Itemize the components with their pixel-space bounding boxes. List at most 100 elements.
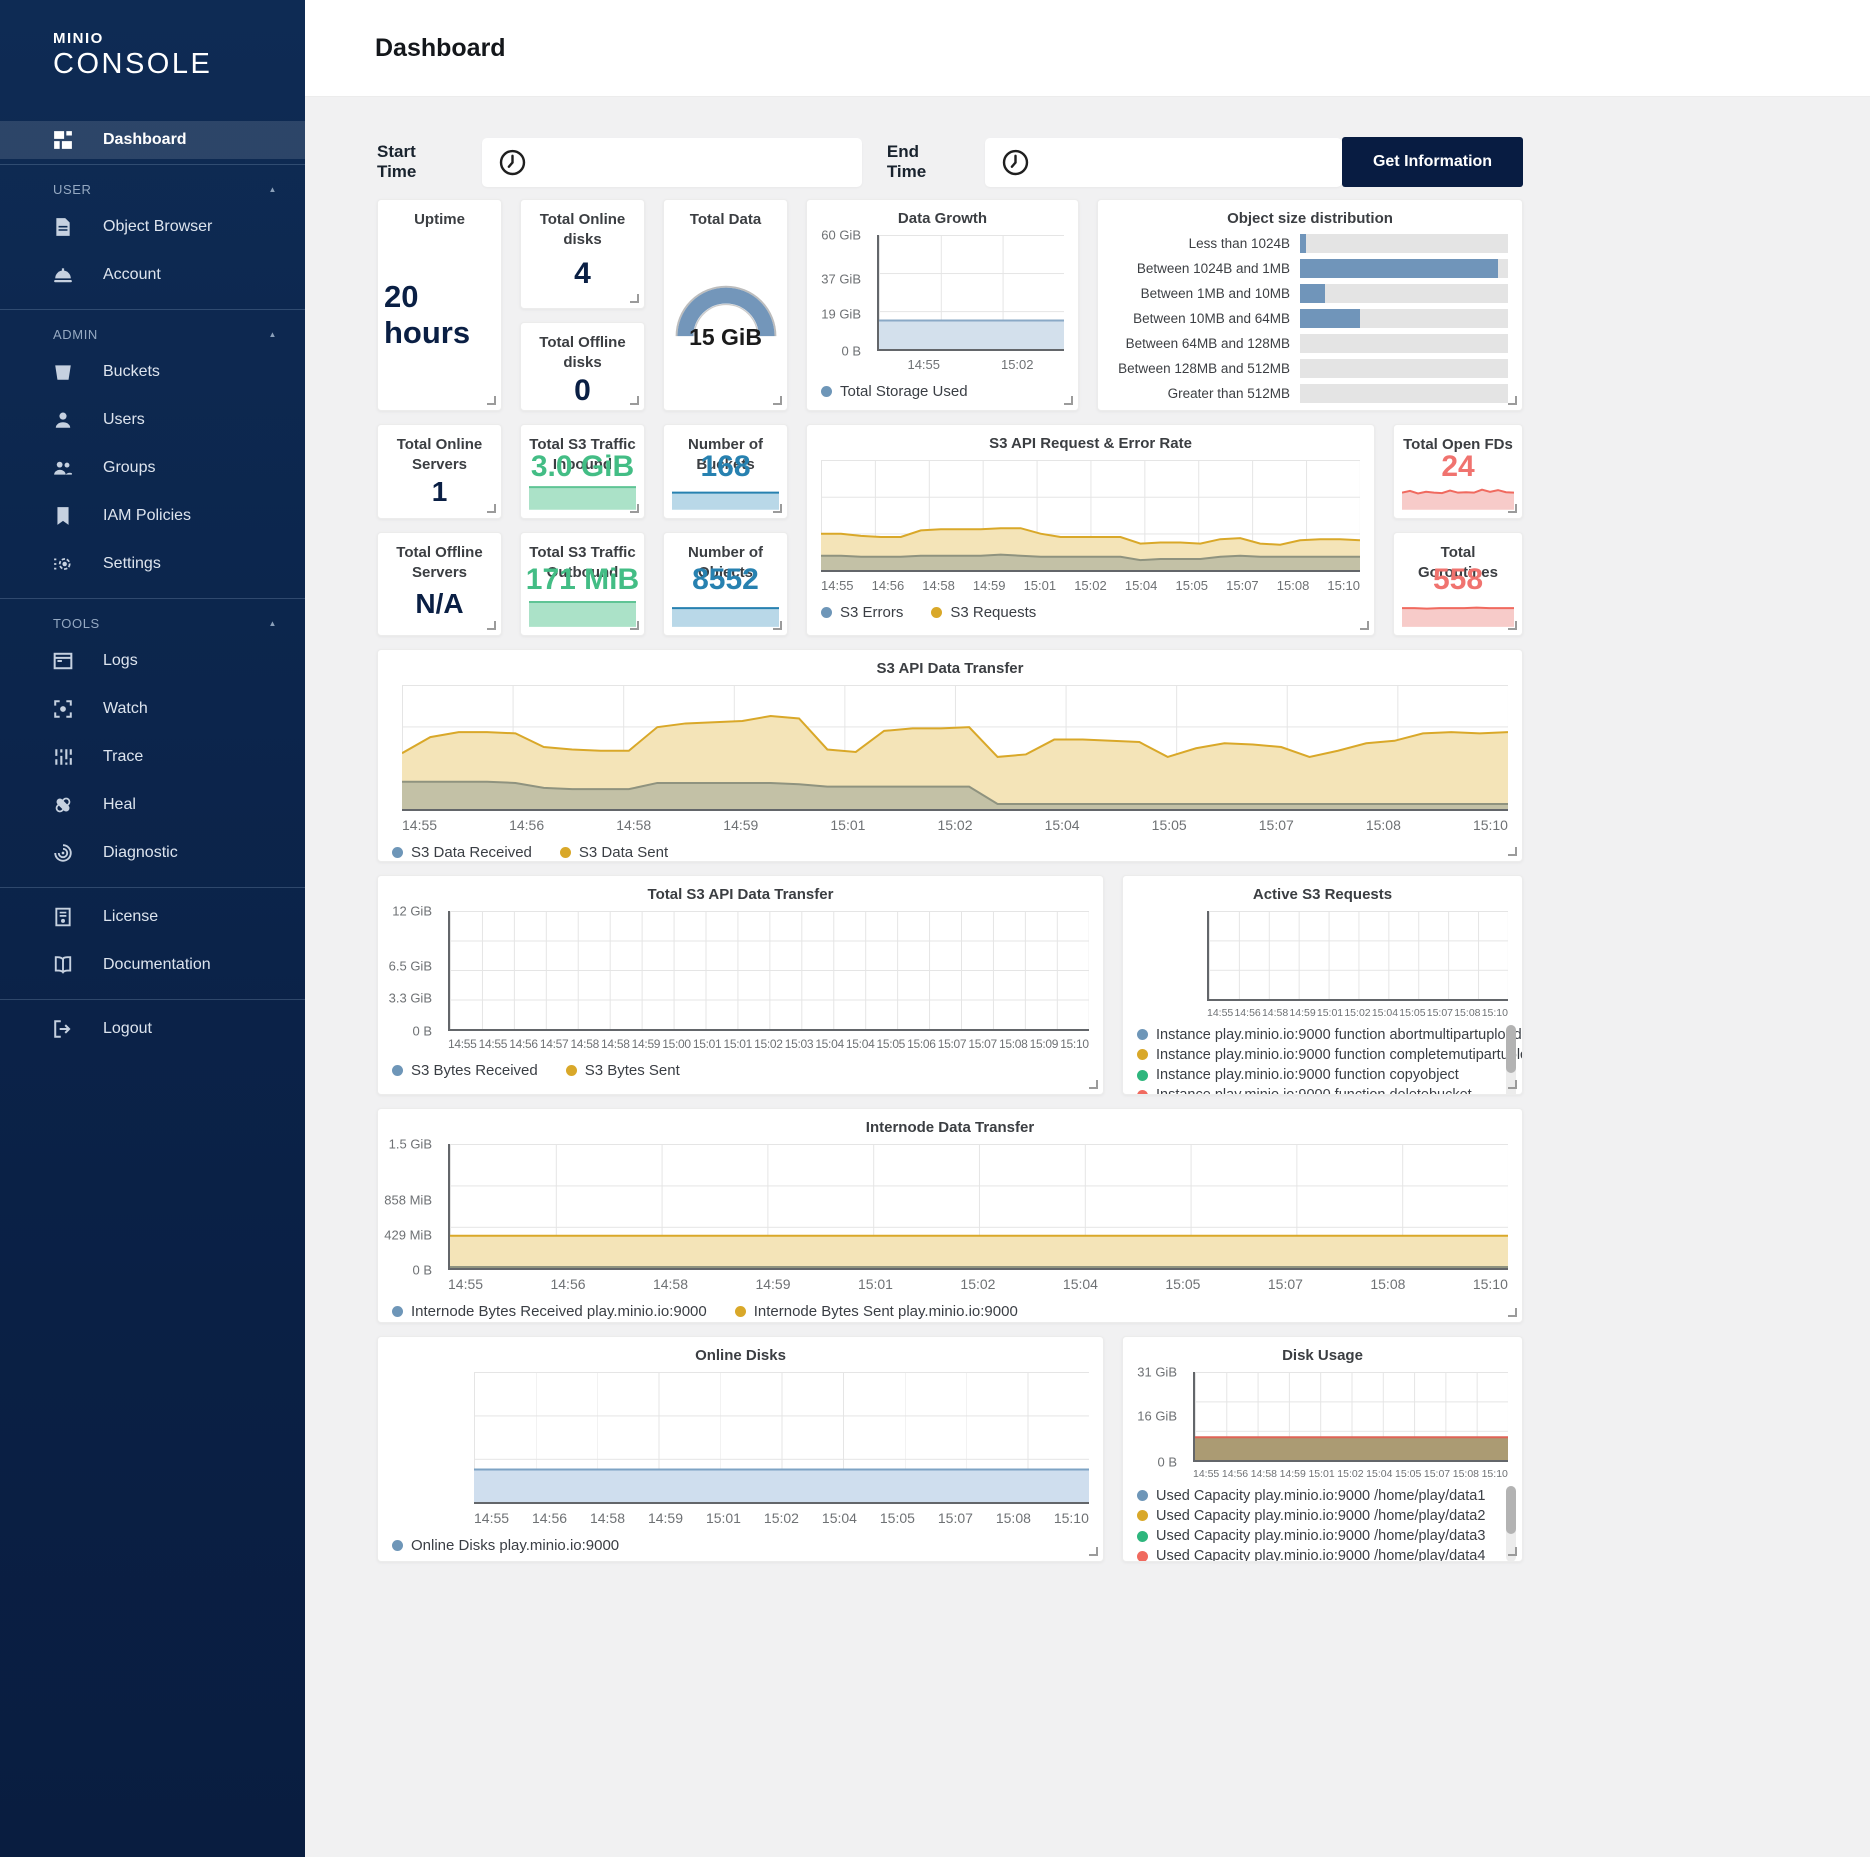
bar-fill [1300, 259, 1498, 278]
chart-legend: Used Capacity play.minio.io:9000 /home/p… [1123, 1480, 1522, 1561]
legend-dot [1137, 1089, 1148, 1094]
fds-value: 24 [1441, 450, 1475, 484]
brand-console: CONSOLE [53, 48, 213, 80]
sidebar-item-dashboard[interactable]: Dashboard [0, 121, 305, 159]
sidebar-item-logout[interactable]: Logout [0, 1005, 305, 1053]
card-title: Total S3 Traffic Inbound [529, 436, 636, 474]
resize-grip[interactable] [487, 621, 496, 630]
sidebar-item-label: Watch [103, 700, 148, 717]
resize-grip[interactable] [1089, 1080, 1098, 1089]
resize-grip[interactable] [1508, 396, 1517, 405]
sidebar-item-documentation[interactable]: Documentation [0, 941, 305, 989]
legend-scrollbar[interactable] [1506, 1486, 1516, 1534]
legend-dot [821, 607, 832, 618]
sidebar-item-label: Diagnostic [103, 844, 178, 861]
legend-item: S3 Data Received [392, 844, 532, 861]
end-time-input[interactable] [1040, 137, 1343, 187]
start-time-picker[interactable] [481, 137, 863, 187]
outbound-sparkline [529, 580, 636, 627]
chart-title: Internode Data Transfer [865, 1119, 1035, 1136]
legend-scrollbar[interactable] [1506, 1025, 1516, 1073]
resize-grip[interactable] [1508, 621, 1517, 630]
resize-grip[interactable] [1360, 621, 1369, 630]
sidebar-section-tools[interactable]: TOOLS ▲ [53, 616, 277, 631]
chart-title: Object size distribution [1227, 210, 1393, 227]
sidebar-item-label: Object Browser [103, 218, 213, 235]
start-time-input[interactable] [536, 137, 863, 187]
total-online-disks-card: Total Online disks 4 [520, 199, 645, 309]
plot-area [1193, 1372, 1508, 1462]
plot-area [1207, 911, 1508, 1001]
sidebar-item-logs[interactable]: Logs [0, 637, 305, 685]
sidebar-item-groups[interactable]: Groups [0, 444, 305, 492]
legend-item: Internode Bytes Sent play.minio.io:9000 [734, 1303, 1018, 1320]
get-information-button[interactable]: Get Information [1342, 137, 1523, 187]
legend-item: Internode Bytes Received play.minio.io:9… [392, 1303, 707, 1320]
x-axis: 14:55 14:56 14:58 14:59 15:01 15:02 15:04 15:05… [448, 1276, 1508, 1292]
collapse-icon: ▲ [268, 330, 277, 339]
sidebar-item-label: Buckets [103, 363, 160, 380]
resize-grip[interactable] [773, 621, 782, 630]
bar-track [1300, 359, 1508, 378]
resize-grip[interactable] [630, 396, 639, 405]
legend-dot [392, 847, 403, 858]
resize-grip[interactable] [1508, 1547, 1517, 1556]
resize-grip[interactable] [1064, 396, 1073, 405]
legend-item: S3 Errors [821, 604, 903, 621]
page-title: Dashboard [375, 33, 506, 62]
sidebar-section-admin[interactable]: ADMIN ▲ [53, 327, 277, 342]
iam-policies-icon [53, 506, 73, 526]
sidebar-item-heal[interactable]: Heal [0, 781, 305, 829]
legend-dot [1137, 1029, 1148, 1041]
users-icon [53, 410, 73, 430]
fds-sparkline [1402, 467, 1514, 510]
resize-grip[interactable] [1508, 504, 1517, 513]
bar-track [1300, 234, 1508, 253]
goroutines-value: 558 [1432, 563, 1484, 597]
resize-grip[interactable] [630, 294, 639, 303]
settings-icon [53, 554, 73, 574]
card-title: Total Data [689, 211, 762, 228]
sidebar-section-user[interactable]: USER ▲ [53, 182, 277, 197]
resize-grip[interactable] [1508, 1308, 1517, 1317]
sidebar-item-account[interactable]: Account [0, 251, 305, 299]
size-distribution-row: Between 1024B and 1MB [1108, 259, 1508, 278]
chart-title: Data Growth [897, 210, 988, 227]
sidebar-item-settings[interactable]: Settings [0, 540, 305, 588]
plot-area [402, 685, 1508, 811]
legend-item: Total Storage Used [821, 383, 968, 400]
resize-grip[interactable] [1089, 1547, 1098, 1556]
clock-icon [499, 149, 525, 175]
total-data-card: Total Data 15 GiB [663, 199, 788, 411]
sidebar-item-diagnostic[interactable]: Diagnostic [0, 829, 305, 877]
documentation-icon [53, 955, 73, 975]
sidebar-item-users[interactable]: Users [0, 396, 305, 444]
size-distribution-row: Between 10MB and 64MB [1108, 309, 1508, 328]
card-title: Total Open FDs [1403, 436, 1513, 453]
legend-item: Used Capacity play.minio.io:9000 /home/p… [1137, 1508, 1485, 1524]
sidebar-item-object-browser[interactable]: Object Browser [0, 203, 305, 251]
x-axis: 14:55 15:02 [907, 357, 1034, 372]
legend-item: Online Disks play.minio.io:9000 [392, 1537, 619, 1554]
resize-grip[interactable] [487, 504, 496, 513]
total-goroutines-card: Total Goroutines 558 [1393, 532, 1523, 636]
sidebar-item-trace[interactable]: Trace [0, 733, 305, 781]
sidebar-item-license[interactable]: License [0, 893, 305, 941]
resize-grip[interactable] [773, 504, 782, 513]
sidebar-item-buckets[interactable]: Buckets [0, 348, 305, 396]
buckets-icon [53, 362, 73, 382]
end-time-picker[interactable] [985, 137, 1343, 187]
sidebar-item-label: Trace [103, 748, 144, 765]
resize-grip[interactable] [773, 396, 782, 405]
resize-grip[interactable] [630, 504, 639, 513]
chart-legend: Internode Bytes Received play.minio.io:9… [378, 1292, 1522, 1322]
resize-grip[interactable] [1508, 1080, 1517, 1089]
chart-title: Active S3 Requests [1252, 886, 1393, 903]
resize-grip[interactable] [1508, 847, 1517, 856]
sidebar-item-watch[interactable]: Watch [0, 685, 305, 733]
size-distribution-row: Less than 1024B [1108, 234, 1508, 253]
plot-area [474, 1372, 1089, 1504]
resize-grip[interactable] [487, 396, 496, 405]
sidebar-item-iam-policies[interactable]: IAM Policies [0, 492, 305, 540]
resize-grip[interactable] [630, 621, 639, 630]
